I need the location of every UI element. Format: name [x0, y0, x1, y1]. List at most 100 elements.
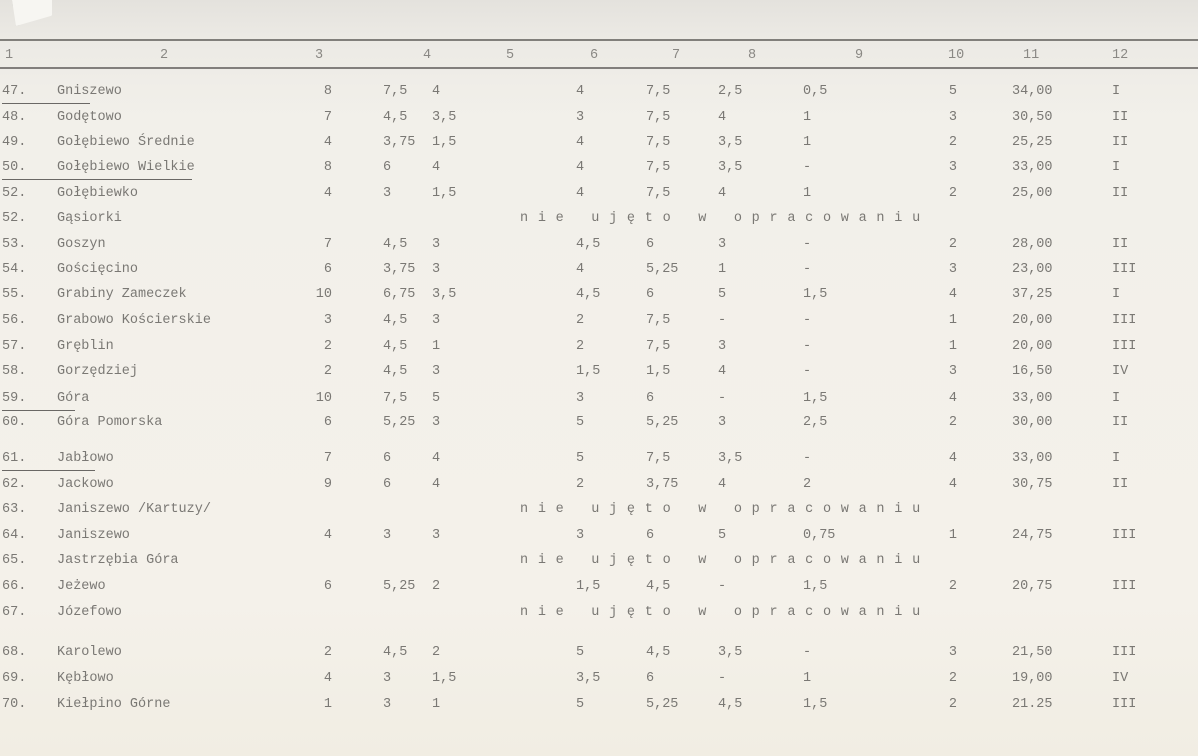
cell-col-9: - — [803, 645, 812, 660]
not-included-note: nie ujęto w opracowaniu — [520, 502, 930, 517]
torn-paper-corner — [12, 0, 52, 26]
cell-col-11: 20,00 — [1012, 339, 1053, 354]
place-name: Góra — [57, 391, 90, 406]
cell-col-4: 4,5 — [383, 110, 408, 125]
cell-col-4: 7,5 — [383, 84, 408, 99]
cell-col-8: 3 — [718, 339, 727, 354]
cell-col-10: 3 — [948, 160, 957, 175]
cell-col-4: 5,25 — [383, 415, 416, 430]
cell-col-12: III — [1112, 579, 1137, 594]
cell-col-6: 1,5 — [576, 579, 601, 594]
cell-col-10: 3 — [948, 364, 957, 379]
place-name: Kębłowo — [57, 671, 114, 686]
cell-col-8: 4 — [718, 186, 727, 201]
place-name: Gołębiewko — [57, 186, 139, 201]
cell-col-11: 33,00 — [1012, 391, 1053, 406]
cell-col-8: 4,5 — [718, 697, 743, 712]
cell-col-3: 7 — [323, 451, 332, 466]
table-row: 61. Jabłowo 7 6 4 5 7,5 3,5 - 4 33,00 I — [0, 451, 1198, 473]
cell-col-3: 10 — [315, 287, 332, 302]
cell-col-3: 3 — [323, 313, 332, 328]
cell-col-3: 8 — [323, 160, 332, 175]
row-number: 67. — [2, 605, 27, 620]
cell-col-6: 3,5 — [576, 671, 601, 686]
table-row: 70. Kiełpino Górne 1 3 1 5 5,25 4,5 1,5 2 21.25 III — [0, 697, 1198, 719]
cell-col-9: 1,5 — [803, 391, 828, 406]
cell-col-4: 4,5 — [383, 339, 408, 354]
row-number: 69. — [2, 671, 27, 686]
cell-col-7: 1,5 — [646, 364, 671, 379]
place-name: Góra Pomorska — [57, 415, 163, 430]
cell-col-9: 1 — [803, 671, 812, 686]
cell-col-7: 6 — [646, 671, 655, 686]
cell-col-6: 5 — [576, 415, 585, 430]
cell-col-8: - — [718, 671, 727, 686]
cell-col-3: 2 — [323, 339, 332, 354]
cell-col-3: 4 — [323, 671, 332, 686]
row-number: 59. — [2, 391, 27, 406]
cell-col-6: 4 — [576, 135, 585, 150]
cell-col-5: 3 — [432, 237, 441, 252]
cell-col-3: 2 — [323, 364, 332, 379]
cell-col-10: 3 — [948, 645, 957, 660]
column-header-9: 9 — [855, 48, 864, 63]
column-header-12: 12 — [1112, 48, 1129, 63]
place-name: Grabowo Kościerskie — [57, 313, 211, 328]
place-name: Karolewo — [57, 645, 122, 660]
cell-col-12: IV — [1112, 364, 1129, 379]
cell-col-9: 1 — [803, 110, 812, 125]
cell-col-7: 7,5 — [646, 186, 671, 201]
cell-col-5: 4 — [432, 84, 441, 99]
row-number: 54. — [2, 262, 27, 277]
cell-col-8: 1 — [718, 262, 727, 277]
cell-col-6: 4 — [576, 160, 585, 175]
cell-col-8: 4 — [718, 364, 727, 379]
cell-col-7: 7,5 — [646, 84, 671, 99]
cell-col-11: 30,00 — [1012, 415, 1053, 430]
place-name: Janiszewo — [57, 528, 130, 543]
cell-col-9: - — [803, 451, 812, 466]
cell-col-11: 16,50 — [1012, 364, 1053, 379]
column-header-8: 8 — [748, 48, 757, 63]
place-name: Gołębiewo Wielkie — [57, 160, 195, 175]
cell-col-10: 3 — [948, 262, 957, 277]
table-row: 64. Janiszewo 4 3 3 3 6 5 0,75 1 24,75 III — [0, 528, 1198, 550]
row-number: 49. — [2, 135, 27, 150]
cell-col-12: II — [1112, 135, 1129, 150]
column-header-5: 5 — [506, 48, 515, 63]
cell-col-6: 1,5 — [576, 364, 601, 379]
cell-col-6: 4 — [576, 84, 585, 99]
cell-col-9: - — [803, 237, 812, 252]
cell-col-8: 5 — [718, 528, 727, 543]
table-row: 55. Grabiny Zameczek 10 6,75 3,5 4,5 6 5 1,5 4 37,… — [0, 287, 1198, 309]
place-name: Gąsiorki — [57, 211, 122, 226]
cell-col-12: I — [1112, 451, 1121, 466]
place-name: Jastrzębia Góra — [57, 553, 179, 568]
table-row: 52. Gąsiorki nie ujęto w opracowaniu — [0, 211, 1198, 233]
cell-col-9: 1,5 — [803, 697, 828, 712]
cell-col-8: 3,5 — [718, 135, 743, 150]
place-name: Kiełpino Górne — [57, 697, 171, 712]
cell-col-5: 2 — [432, 645, 441, 660]
cell-col-7: 7,5 — [646, 451, 671, 466]
header-top-rule — [0, 39, 1198, 41]
row-number: 61. — [2, 451, 27, 466]
table-row: 68. Karolewo 2 4,5 2 5 4,5 3,5 - 3 21,50 III — [0, 645, 1198, 667]
cell-col-6: 4,5 — [576, 287, 601, 302]
cell-col-10: 4 — [948, 287, 957, 302]
cell-col-6: 5 — [576, 645, 585, 660]
cell-col-3: 1 — [323, 697, 332, 712]
cell-col-4: 4,5 — [383, 645, 408, 660]
cell-col-7: 5,25 — [646, 262, 679, 277]
cell-col-7: 7,5 — [646, 313, 671, 328]
row-number: 66. — [2, 579, 27, 594]
cell-col-5: 1,5 — [432, 671, 457, 686]
cell-col-7: 5,25 — [646, 697, 679, 712]
cell-col-4: 6 — [383, 160, 392, 175]
header-bottom-rule — [0, 67, 1198, 69]
row-number: 57. — [2, 339, 27, 354]
cell-col-3: 4 — [323, 186, 332, 201]
place-name: Jeżewo — [57, 579, 106, 594]
not-included-note: nie ujęto w opracowaniu — [520, 211, 930, 226]
table-row: 63. Janiszewo /Kartuzy/nie ujęto w opraco… — [0, 502, 1198, 524]
